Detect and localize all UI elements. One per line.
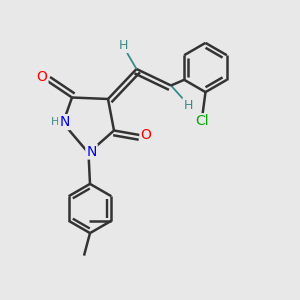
- Text: Cl: Cl: [196, 114, 209, 128]
- Text: H: H: [183, 98, 193, 112]
- Text: N: N: [59, 115, 70, 129]
- Text: O: O: [141, 128, 152, 142]
- Text: O: O: [37, 70, 47, 84]
- Text: H: H: [51, 117, 59, 128]
- Text: N: N: [86, 145, 97, 158]
- Text: H: H: [118, 39, 128, 52]
